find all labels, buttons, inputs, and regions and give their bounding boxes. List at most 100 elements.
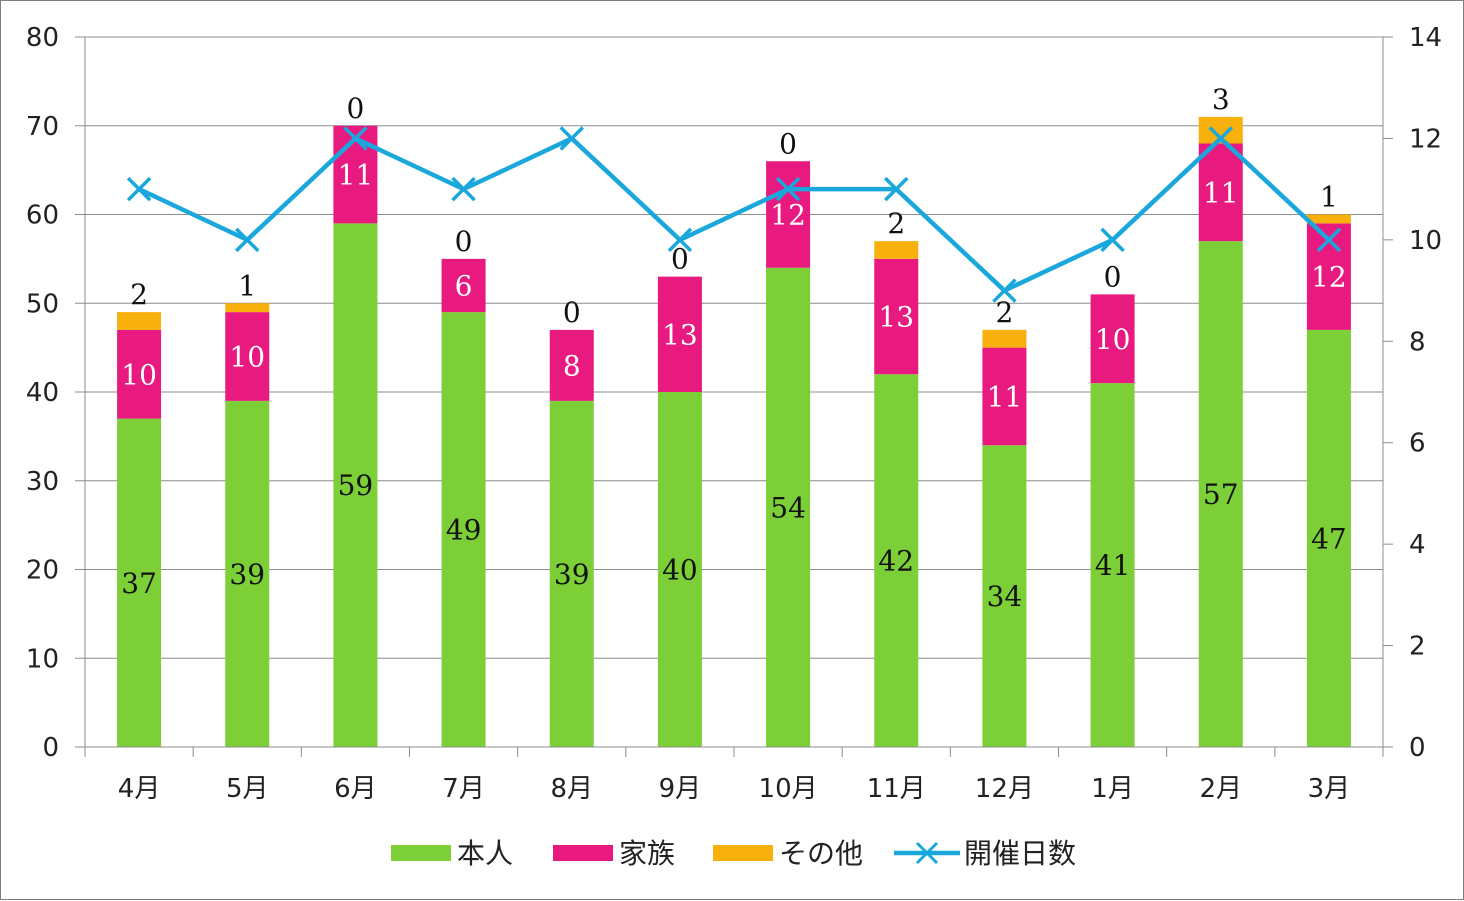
legend-label: その他 — [779, 837, 863, 870]
y2-tick-label: 6 — [1409, 429, 1426, 459]
data-label: 49 — [446, 514, 482, 547]
data-label: 57 — [1203, 478, 1239, 511]
line-series — [126, 126, 1342, 303]
line-marker — [884, 176, 909, 202]
data-label: 0 — [563, 296, 581, 329]
y-tick-label: 50 — [26, 289, 59, 319]
bar-segment — [333, 125, 378, 224]
marker-stroke — [884, 176, 909, 202]
x-tick-label: 9月 — [659, 774, 702, 804]
y-tick-label: 80 — [26, 23, 59, 53]
bar-segment — [1306, 329, 1351, 747]
bar-segment — [982, 445, 1027, 747]
data-label: 2 — [887, 207, 905, 240]
bar-segment — [1306, 214, 1351, 224]
marker-stroke — [1316, 227, 1342, 253]
data-label: 3 — [1212, 83, 1230, 116]
line-marker — [667, 227, 693, 253]
x-tick-label: 8月 — [550, 774, 593, 804]
legend-swatch — [391, 845, 451, 861]
line-path — [138, 136, 1331, 293]
data-label: 10 — [229, 341, 265, 374]
bar-segment — [1198, 241, 1243, 747]
data-label: 11 — [1203, 176, 1239, 209]
data-label: 2 — [996, 296, 1014, 329]
legend-marker — [915, 841, 939, 865]
bar-segment — [117, 329, 162, 419]
bar-segment — [982, 329, 1027, 348]
legend-label: 開催日数 — [964, 837, 1076, 870]
line-marker — [343, 126, 368, 151]
line-marker — [1100, 227, 1125, 253]
marker-stroke — [451, 176, 476, 202]
y2-tick-label: 10 — [1409, 226, 1442, 256]
legend-swatch — [553, 845, 613, 861]
data-label: 41 — [1095, 549, 1131, 582]
marker-stroke — [667, 227, 693, 253]
legend-item: 開催日数 — [894, 837, 1076, 870]
x-tick-label: 7月 — [442, 774, 485, 804]
x-tick-label: 4月 — [118, 774, 161, 804]
marker-stroke — [235, 227, 260, 253]
bar-segment — [874, 241, 919, 259]
bar-segment — [766, 267, 811, 747]
bar-segment — [874, 258, 919, 375]
data-label: 39 — [229, 558, 265, 591]
bar-segment — [225, 303, 270, 313]
bar-segment — [549, 400, 594, 747]
line-marker — [451, 176, 476, 202]
x-tick-label: 12月 — [975, 774, 1034, 804]
bar-segment — [1090, 294, 1135, 384]
bar-segment — [657, 276, 702, 392]
marker-stroke — [992, 278, 1017, 303]
marker-stroke — [126, 176, 152, 202]
line-marker — [235, 227, 260, 253]
data-label: 8 — [563, 349, 581, 382]
bar-segment — [441, 258, 486, 313]
data-label: 0 — [671, 243, 689, 276]
bar-segment — [874, 374, 919, 747]
bar-segment — [657, 392, 702, 747]
legend-label: 本人 — [457, 837, 513, 870]
gridlines — [85, 36, 1383, 659]
data-label: 10 — [1095, 323, 1131, 356]
bar-segment — [441, 312, 486, 747]
x-tick-label: 6月 — [334, 774, 377, 804]
legend: 本人 家族 その他 開催日数 — [391, 837, 1076, 870]
x-tick-label: 5月 — [226, 774, 269, 804]
data-label: 1 — [1320, 181, 1338, 214]
data-label: 12 — [770, 199, 806, 232]
data-label: 0 — [347, 92, 365, 125]
bar-segment — [766, 161, 811, 268]
bar-segment — [549, 329, 594, 401]
bar-segment — [1090, 383, 1135, 747]
y2-tick-label: 8 — [1409, 327, 1426, 357]
data-label: 59 — [338, 469, 374, 502]
data-label: 37 — [121, 567, 157, 600]
marker-stroke — [775, 176, 801, 202]
line-marker — [992, 278, 1017, 303]
y-tick-label: 60 — [26, 201, 59, 231]
data-label: 13 — [878, 301, 914, 334]
line-marker — [1208, 126, 1233, 151]
data-label: 40 — [662, 554, 698, 587]
data-label: 39 — [554, 558, 590, 591]
line-marker — [1316, 227, 1342, 253]
data-label: 11 — [338, 159, 374, 192]
y-tick-label: 40 — [26, 378, 59, 408]
data-label: 0 — [1104, 260, 1122, 293]
x-tick-label: 10月 — [759, 774, 818, 804]
data-label: 2 — [130, 278, 148, 311]
marker-stroke — [343, 126, 368, 151]
data-label: 0 — [779, 127, 797, 160]
marker-stroke — [1100, 227, 1125, 253]
data-label: 11 — [987, 380, 1023, 413]
bar-segment — [117, 312, 162, 330]
line-marker — [126, 176, 152, 202]
x-tick-label: 1月 — [1091, 774, 1134, 804]
x-tick-label: 11月 — [867, 774, 926, 804]
bar-segment — [117, 418, 162, 747]
